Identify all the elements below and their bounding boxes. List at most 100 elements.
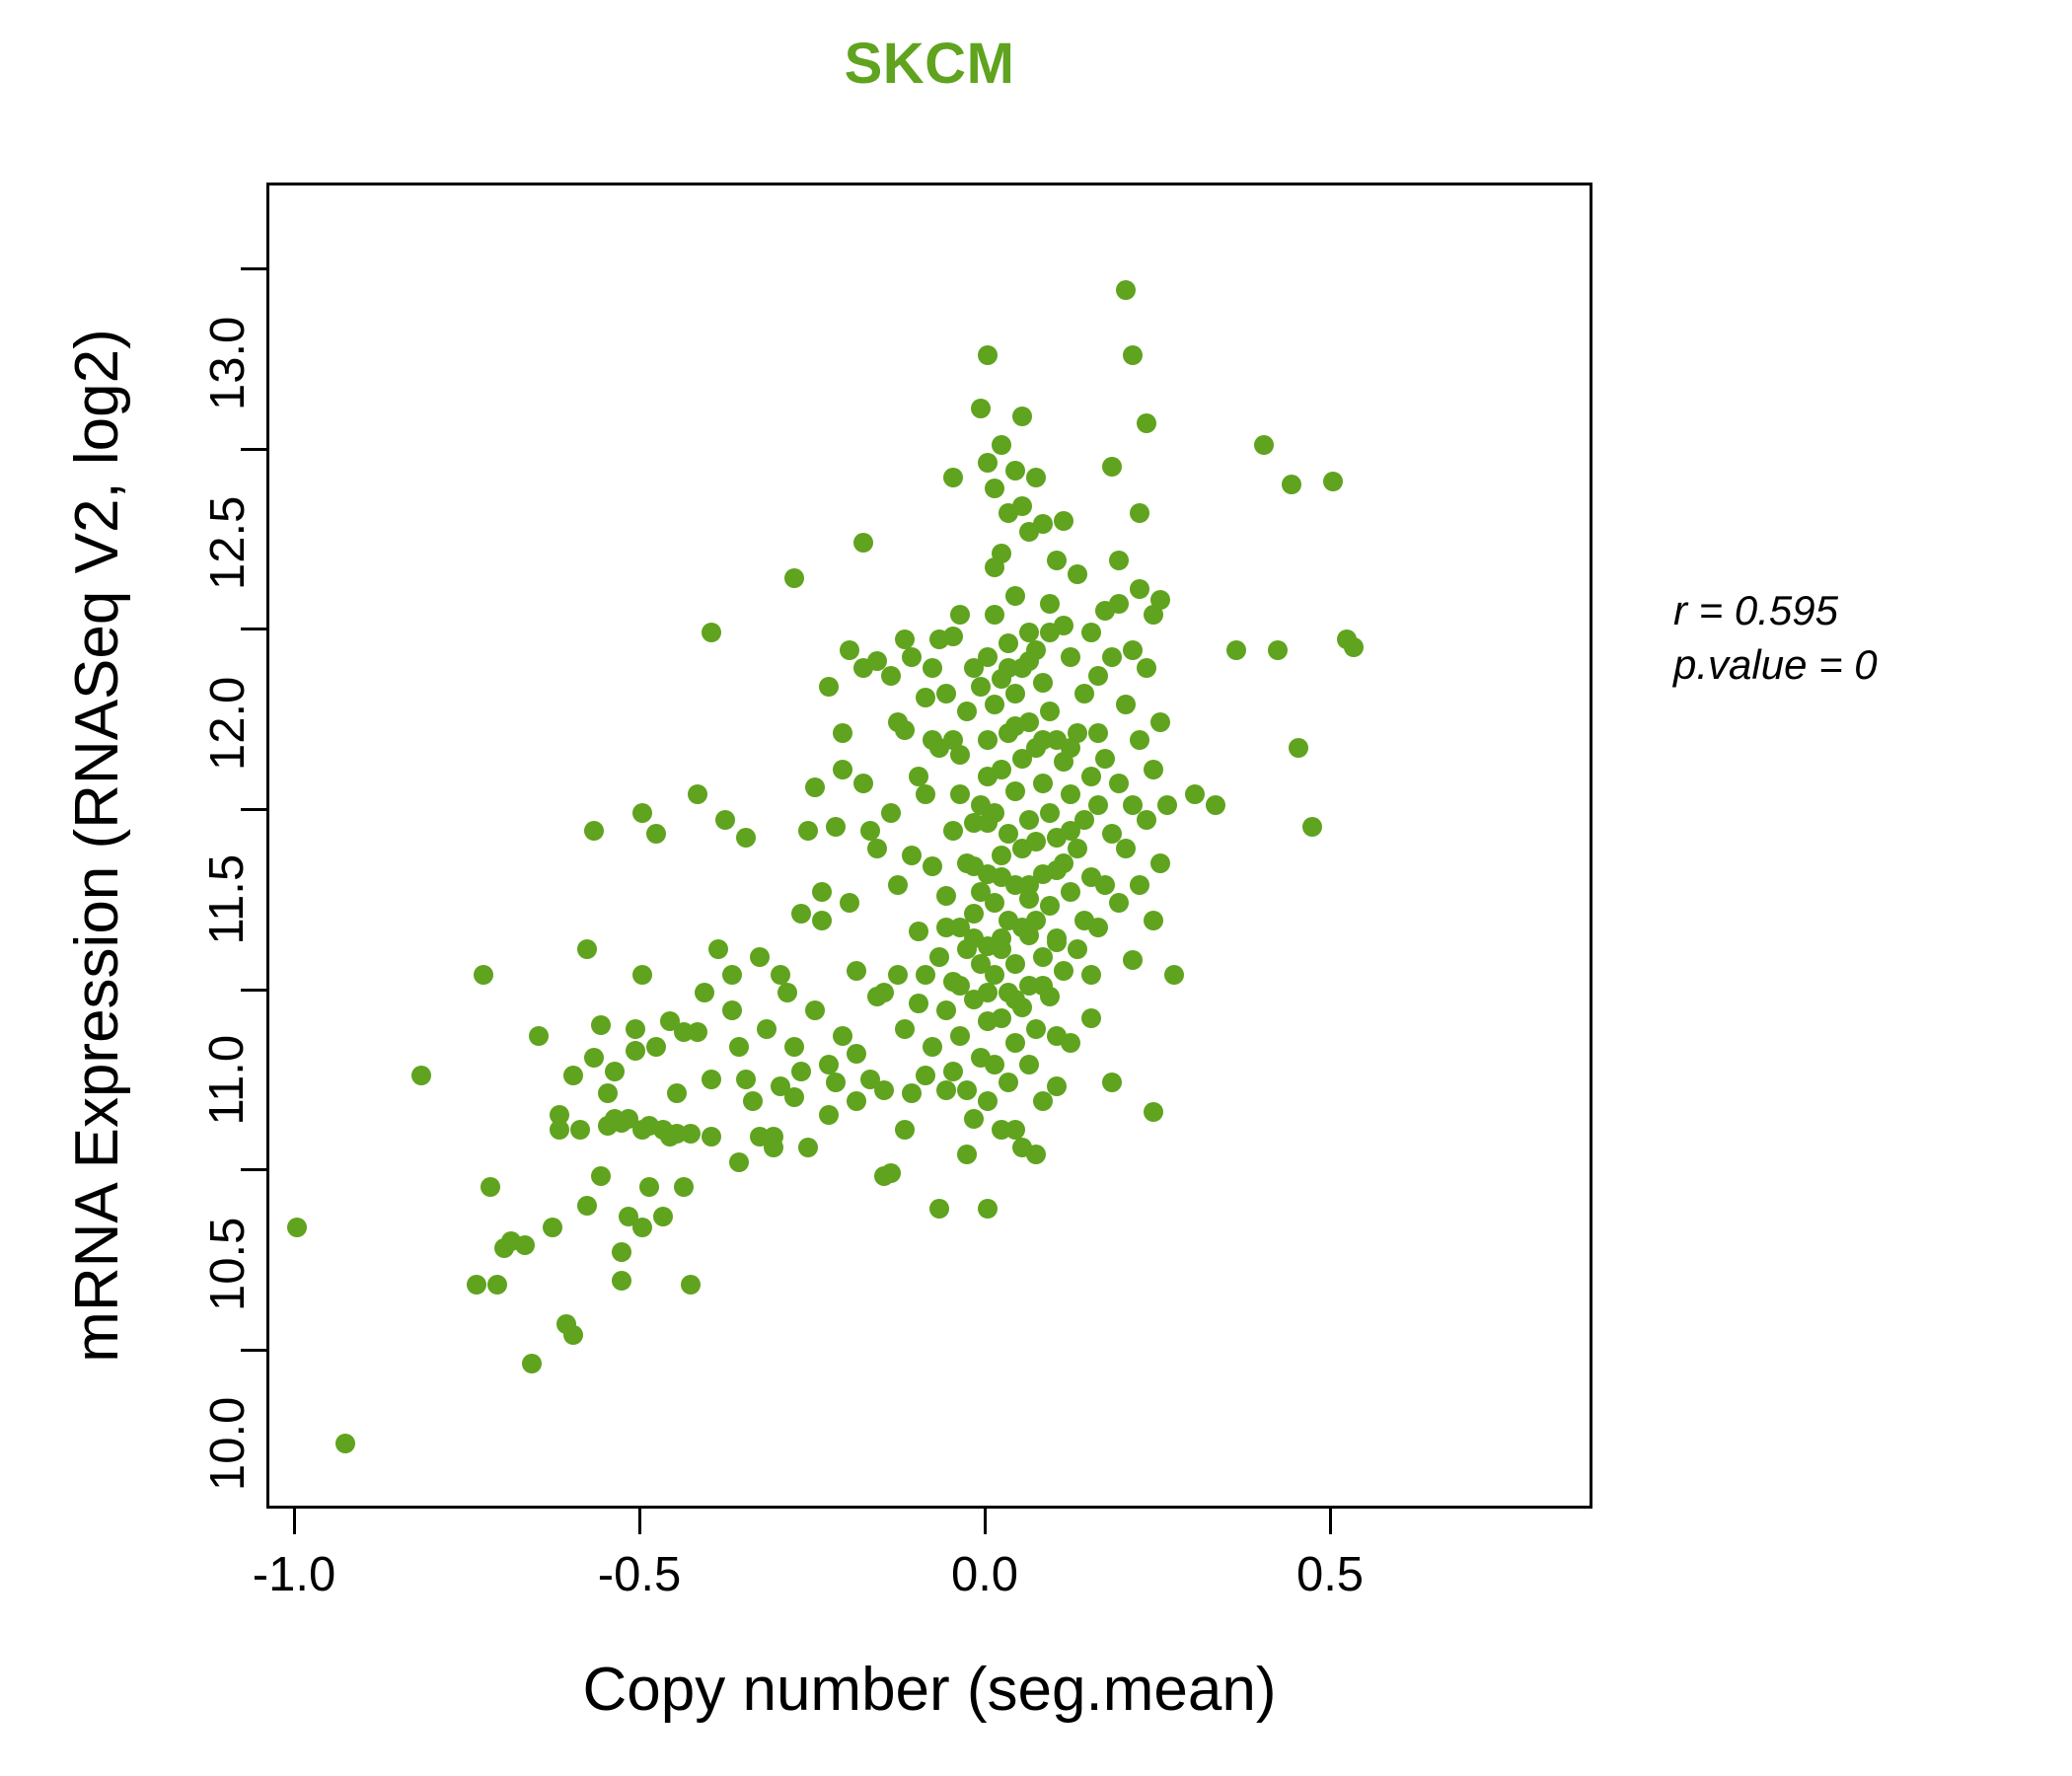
scatter-point: [736, 828, 756, 848]
scatter-point: [1033, 946, 1053, 967]
scatter-point: [1026, 1145, 1046, 1165]
scatter-point: [874, 1079, 894, 1100]
x-axis-label: Copy number (seg.mean): [582, 1656, 1277, 1724]
scatter-point: [992, 939, 1011, 960]
scatter-point: [1081, 767, 1101, 786]
scatter-point: [964, 856, 984, 877]
scatter-point: [750, 946, 770, 967]
scatter-point: [853, 774, 873, 794]
scatter-point: [1226, 640, 1246, 661]
scatter-point: [605, 1062, 625, 1082]
scatter-point: [584, 1047, 604, 1068]
scatter-point: [1302, 817, 1322, 838]
scatter-point: [985, 892, 1004, 913]
scatter-point: [702, 1127, 721, 1147]
scatter-point: [1074, 809, 1094, 830]
scatter-point: [950, 604, 970, 625]
x-axis-tick-label: 0.5: [1295, 1548, 1365, 1601]
scatter-point: [577, 1195, 597, 1216]
scatter-point: [999, 824, 1018, 845]
scatter-points-layer: [269, 185, 1590, 1506]
scatter-point: [1047, 859, 1067, 880]
scatter-point: [1040, 802, 1060, 823]
scatter-point: [1254, 435, 1274, 455]
scatter-point: [1033, 730, 1053, 751]
scatter-point: [598, 1083, 618, 1104]
scatter-point: [1109, 550, 1129, 570]
scatter-point: [1150, 852, 1170, 873]
scatter-point: [853, 532, 873, 553]
scatter-point: [812, 911, 832, 930]
scatter-point: [1047, 550, 1067, 570]
scatter-point: [964, 903, 984, 924]
scatter-point: [764, 1138, 783, 1158]
scatter-point: [515, 1234, 535, 1255]
scatter-point: [840, 640, 859, 661]
scatter-point: [626, 1018, 645, 1039]
scatter-point: [978, 730, 998, 751]
scatter-point: [999, 632, 1018, 653]
y-axis-tick: [241, 1348, 266, 1352]
scatter-point: [1033, 774, 1053, 794]
scatter-point: [791, 1062, 811, 1082]
scatter-point: [1047, 932, 1067, 952]
scatter-point: [1102, 1073, 1122, 1093]
scatter-point: [923, 856, 942, 877]
scatter-point: [964, 928, 984, 949]
scatter-point: [681, 1123, 701, 1144]
scatter-point: [909, 922, 928, 941]
x-axis-tick: [983, 1509, 987, 1534]
scatter-point: [570, 1119, 590, 1140]
scatter-point: [1150, 712, 1170, 733]
x-axis-tick: [292, 1509, 296, 1534]
scatter-point: [999, 1073, 1018, 1093]
scatter-point: [1130, 874, 1149, 895]
scatter-point: [895, 1119, 915, 1140]
scatter-point: [1109, 892, 1129, 913]
x-axis-tick-label: 0.0: [950, 1548, 1019, 1601]
scatter-point: [1019, 651, 1039, 672]
scatter-point: [895, 719, 915, 740]
scatter-point: [943, 820, 963, 841]
scatter-point: [1019, 1055, 1039, 1075]
scatter-point: [798, 1138, 818, 1158]
scatter-point: [729, 1151, 749, 1172]
scatter-point: [957, 702, 977, 722]
scatter-point: [936, 1079, 956, 1100]
scatter-point: [1206, 795, 1225, 816]
scatter-point: [985, 557, 1004, 578]
scatter-point: [1144, 759, 1163, 779]
scatter-point: [522, 1354, 542, 1374]
scatter-point: [722, 1000, 742, 1021]
scatter-point: [909, 994, 928, 1013]
scatter-point: [702, 622, 721, 642]
scatter-point: [978, 813, 998, 834]
scatter-point: [1137, 809, 1156, 830]
scatter-point: [646, 824, 666, 845]
scatter-point: [950, 784, 970, 805]
scatter-point: [1323, 471, 1343, 491]
y-axis-label-holder: mRNA Expression (RNASeq V2, log2): [63, 183, 132, 1509]
scatter-point: [736, 1069, 756, 1089]
scatter-point: [833, 759, 852, 779]
scatter-point: [923, 730, 942, 751]
scatter-point: [688, 784, 707, 805]
scatter-point: [1109, 774, 1129, 794]
y-axis-tick-label: 11.0: [200, 1034, 255, 1126]
scatter-point: [1068, 939, 1087, 960]
scatter-point: [916, 784, 935, 805]
scatter-point: [1088, 795, 1108, 816]
scatter-point: [743, 1090, 763, 1111]
scatter-point: [722, 964, 742, 985]
scatter-point: [881, 665, 901, 686]
scatter-point: [971, 399, 991, 419]
scatter-point: [1061, 647, 1080, 668]
scatter-point: [985, 604, 1004, 625]
scatter-point: [1061, 820, 1080, 841]
scatter-point: [1061, 737, 1080, 758]
scatter-point: [411, 1066, 431, 1086]
scatter-point: [964, 1108, 984, 1129]
y-axis-tick-label: 12.0: [200, 676, 255, 771]
scatter-point: [1130, 730, 1149, 751]
scatter-point: [612, 1242, 631, 1262]
